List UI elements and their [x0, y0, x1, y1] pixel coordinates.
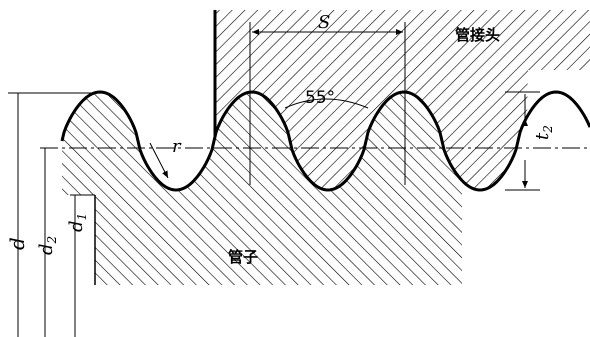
pitch-diameter-label: d2: [36, 236, 59, 255]
thread-diagram: S 管接头 55° r 管子 t2 d d2 d1: [0, 0, 590, 337]
radius-label: r: [172, 136, 182, 157]
pipe-hatch: [62, 92, 462, 285]
pipe-label: 管子: [228, 248, 258, 266]
fitting-label: 管接头: [455, 26, 500, 44]
depth-label: t2: [532, 125, 555, 140]
pitch-label: S: [318, 12, 330, 33]
minor-diameter-label: d1: [66, 213, 89, 232]
major-diameter-label: d: [5, 237, 29, 250]
angle-label: 55°: [305, 88, 335, 108]
